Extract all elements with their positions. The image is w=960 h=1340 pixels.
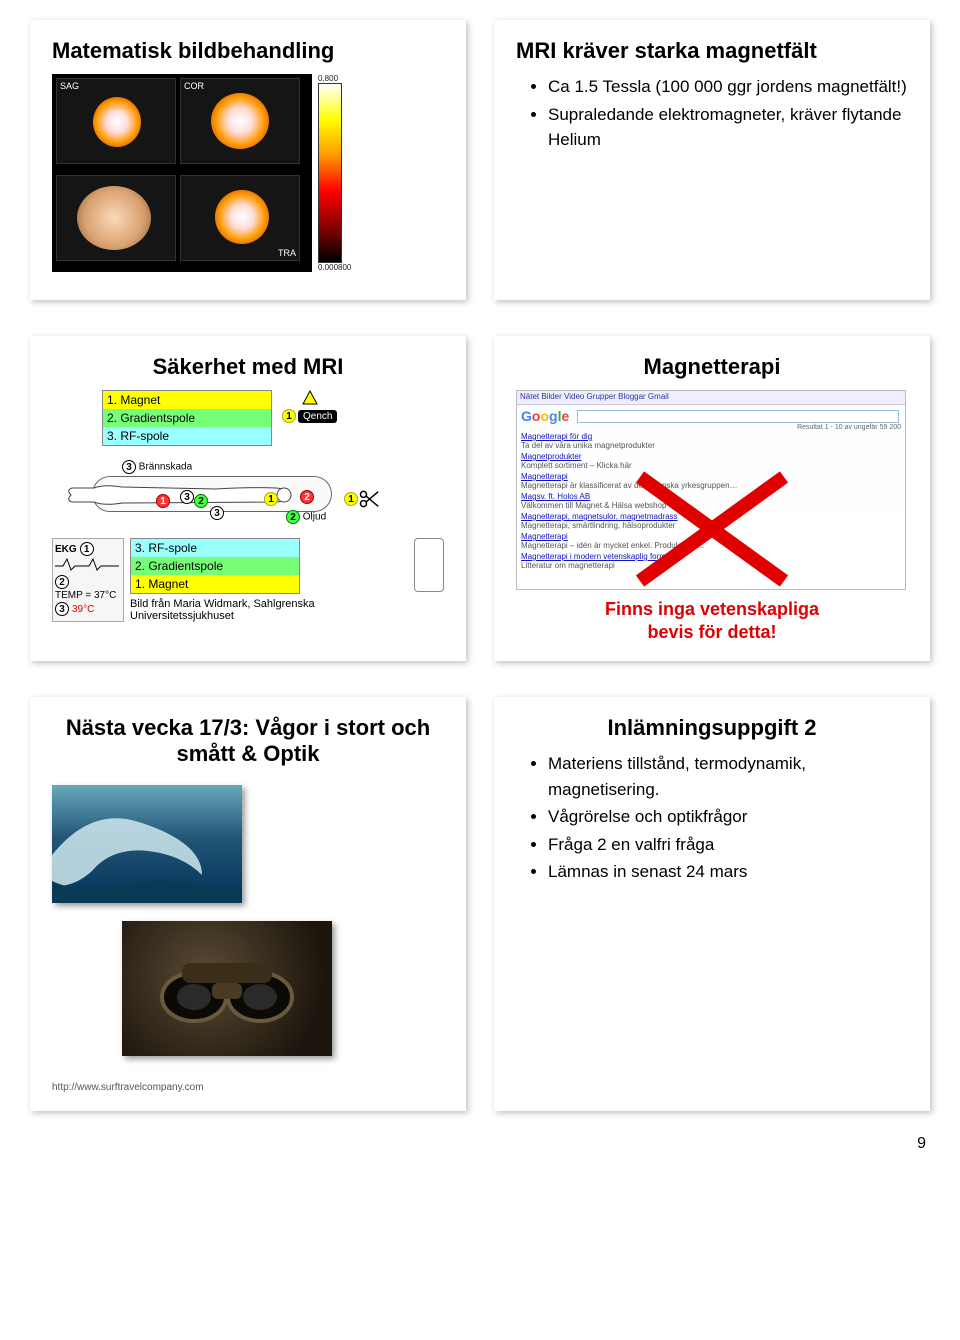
ekg-trace-icon [55,557,119,571]
google-results-list: Magnetterapi för digTa del av våra unika… [517,431,905,571]
patient-area: 3 Brännskada 1 3 2 3 1 2 2 Oljud 1 [52,454,382,534]
bullet: Supraledande elektromagneter, kräver fly… [548,102,908,153]
google-result-count: Resultat 1 - 10 av ungefär 59 200 [517,424,905,431]
wave-photo [52,785,242,903]
legend-gradient: 2. Gradientspole [103,409,271,427]
google-result: Magnetterapi, magnetsulor, magnetmadrass… [517,511,905,531]
google-result: MagnetterapiMagnetterapi är klassificera… [517,471,905,491]
google-result: Magnetterapi i modern vetenskaplig formL… [517,551,905,571]
scissors-icon [358,488,380,510]
scan-tra: TRA [180,175,300,261]
slide2-title: MRI kräver starka magnetfält [516,38,908,64]
binoculars-photo [122,921,332,1056]
slide3-title: Säkerhet med MRI [52,354,444,380]
legend-rf: 3. RF-spole [103,427,271,445]
legend-top: 1. Magnet 2. Gradientspole 3. RF-spole [102,390,272,446]
verdict-text: Finns inga vetenskapliga bevis för detta… [516,598,908,643]
scan-3d [56,175,176,261]
image-credit: Bild från Maria Widmark, Sahlgrenska Uni… [130,598,408,622]
mri-safety-diagram: 1. Magnet 2. Gradientspole 3. RF-spole 1… [52,390,444,622]
bullet: Ca 1.5 Tessla (100 000 ggr jordens magne… [548,74,908,100]
google-result: MagnetterapiMagnetterapi – idén är mycke… [517,531,905,551]
slide-magnetterapi: Magnetterapi Nätet Bilder Video Grupper … [494,336,930,661]
ekg-panel: EKG1 2 TEMP = 37°C 339°C [52,538,124,622]
legend-bottom: 3. RF-spole 2. Gradientspole 1. Magnet [130,538,300,594]
image-source-url: http://www.surftravelcompany.com [52,1082,444,1093]
slide6-bullets: Materiens tillstånd, termodynamik, magne… [548,751,908,885]
warning-icon [302,390,318,406]
google-result: MagnetprodukterKomplett sortiment – Klic… [517,451,905,471]
google-tabs: Nätet Bilder Video Grupper Bloggar Gmail [517,391,905,405]
bullet: Materiens tillstånd, termodynamik, magne… [548,751,908,802]
slide4-title: Magnetterapi [516,354,908,380]
slide-mri-magnet: MRI kräver starka magnetfält Ca 1.5 Tess… [494,20,930,300]
quench-marker: 1Qench [282,390,337,423]
bullet: Fråga 2 en valfri fråga [548,832,908,858]
bullet: Vågrörelse och optikfrågor [548,804,908,830]
slide5-title: Nästa vecka 17/3: Vågor i stort och småt… [52,715,444,767]
slide-assignment: Inlämningsuppgift 2 Materiens tillstånd,… [494,697,930,1111]
scan-cor: COR [180,78,300,164]
page-number: 9 [0,1121,960,1161]
noise-label: 2 Oljud [286,510,326,524]
bullet: Lämnas in senast 24 mars [548,859,908,885]
slide-next-week: Nästa vecka 17/3: Vågor i stort och småt… [30,697,466,1111]
colorbar-max: 0.800 [318,74,351,83]
google-result: Magsv. ft. Holos ABVälkommen till Magnet… [517,491,905,511]
color-scale-bar [318,83,342,263]
burn-label: 3 Brännskada [122,460,192,474]
colorbar-col: 0.800 0.000800 [318,74,351,272]
door-icon [414,538,444,592]
google-results-screenshot: Nätet Bilder Video Grupper Bloggar Gmail… [516,390,906,590]
slide2-bullets: Ca 1.5 Tessla (100 000 ggr jordens magne… [548,74,908,153]
bottom-row: EKG1 2 TEMP = 37°C 339°C 3. RF-spole 2. … [52,538,444,622]
brain-images-row: SAG COR TRA 0.800 [52,74,444,272]
colorbar-min: 0.000800 [318,263,351,272]
google-searchbox [577,410,899,423]
slide-image-processing: Matematisk bildbehandling SAG COR [30,20,466,300]
google-logo: Google [521,408,569,424]
google-result: Magnetterapi för digTa del av våra unika… [517,431,905,451]
slide-mri-safety: Säkerhet med MRI 1. Magnet 2. Gradientsp… [30,336,466,661]
slide6-title: Inlämningsuppgift 2 [516,715,908,741]
slide1-title: Matematisk bildbehandling [52,38,444,64]
legend-magnet: 1. Magnet [103,391,271,409]
scan-sag: SAG [56,78,176,164]
brain-scan-grid: SAG COR TRA [52,74,312,272]
